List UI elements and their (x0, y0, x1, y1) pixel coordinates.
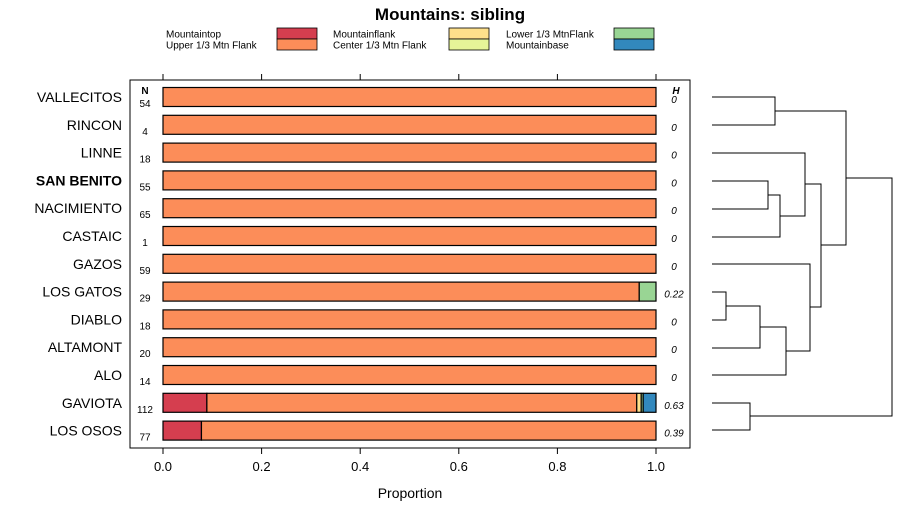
dendro-vallecitos-rincon (712, 96, 776, 126)
legend-label-center-1-3-mtn-flank: Center 1/3 Mtn Flank (333, 41, 427, 52)
n-value-gaviota: 112 (137, 405, 153, 416)
dendro-gaviota-losos (712, 402, 751, 431)
row-label-nacimiento: NACIMIENTO (34, 200, 122, 216)
row-label-diablo: DIABLO (71, 311, 122, 327)
dendro-root (750, 177, 893, 417)
dendro-sanbenito-nacimiento (712, 180, 769, 210)
x-tick-label: 0.8 (548, 459, 566, 474)
bar-gaviota-mountainflank (636, 392, 642, 413)
legend-swatch-center-1-3-mtn-flank (448, 38, 490, 51)
row-label-rincon: RINCON (67, 117, 122, 133)
legend-swatch-mountainbase (613, 38, 655, 51)
dendro-losgatos-diablo (712, 291, 727, 321)
n-value-alo: 14 (139, 377, 151, 388)
n-value-los-gatos: 29 (139, 294, 151, 305)
n-value-linne: 18 (139, 155, 151, 166)
dendro-upper-cluster (775, 110, 847, 246)
h-value-gaviota: 0.63 (664, 401, 684, 412)
bar-los-gatos-lower-1-3-mtnflank (638, 281, 657, 302)
h-value-rincon: 0 (671, 123, 677, 134)
legend-swatch-mountaintop (276, 27, 318, 40)
n-value-gazos: 59 (139, 266, 151, 277)
legend-swatch-lower-1-3-mtnflank (613, 27, 655, 40)
legend-label-mountaintop: Mountaintop (166, 30, 221, 41)
dendro-mid-cluster (805, 183, 822, 308)
legend-swatch-mountainflank (448, 27, 490, 40)
n-value-rincon: 4 (142, 127, 148, 138)
h-column-header: H (672, 86, 680, 97)
bar-gazos-upper-1-3-mtn-flank (162, 253, 657, 274)
dendro-join-altamont (712, 305, 761, 349)
chart-title: Mountains: sibling (375, 5, 525, 24)
h-value-los-osos: 0.39 (664, 429, 684, 440)
x-tick-label: 0.6 (450, 459, 468, 474)
h-value-san-benito: 0 (671, 178, 677, 189)
bar-los-osos-mountaintop (162, 420, 203, 441)
bar-alo-upper-1-3-mtn-flank (162, 364, 657, 386)
bar-diablo-upper-1-3-mtn-flank (162, 309, 657, 330)
row-label-altamont: ALTAMONT (48, 339, 123, 355)
row-label-linne: LINNE (81, 145, 122, 161)
h-value-gazos: 0 (671, 262, 677, 273)
n-column-header: N (141, 86, 148, 97)
x-tick-label: 0.2 (253, 459, 271, 474)
bar-los-osos-upper-1-3-mtn-flank (200, 420, 657, 441)
h-value-altamont: 0 (671, 345, 677, 356)
h-value-los-gatos: 0.22 (664, 290, 684, 301)
n-value-altamont: 20 (139, 349, 151, 360)
bar-nacimiento-upper-1-3-mtn-flank (162, 198, 657, 219)
dendro-join-gazos (712, 263, 811, 352)
row-label-gaviota: GAVIOTA (62, 395, 123, 411)
x-axis: 0.0 0.2 0.4 0.6 0.8 1.0 (154, 74, 665, 474)
row-label-los-osos: LOS OSOS (50, 423, 122, 439)
bar-gaviota-mountaintop (162, 392, 208, 413)
x-axis-title: Proportion (378, 485, 443, 501)
row-label-los-gatos: LOS GATOS (42, 284, 122, 300)
n-value-diablo: 18 (139, 321, 151, 332)
x-tick-label: 1.0 (647, 459, 665, 474)
bar-san-benito-upper-1-3-mtn-flank (162, 170, 657, 191)
bar-rincon-upper-1-3-mtn-flank (162, 114, 657, 135)
row-label-san-benito: SAN BENITO (36, 172, 122, 188)
n-value-nacimiento: 65 (139, 210, 151, 221)
legend-label-mountainbase: Mountainbase (506, 41, 569, 52)
legend-label-lower-1-3-mtnflank: Lower 1/3 MtnFlank (506, 30, 595, 41)
row-label-vallecitos: VALLECITOS (37, 89, 122, 105)
bar-vallecitos-upper-1-3-mtn-flank (162, 86, 657, 108)
h-value-diablo: 0 (671, 317, 677, 328)
bar-gaviota-mountainbase (642, 392, 657, 413)
n-value-castaic: 1 (142, 238, 148, 249)
dendro-join-alo (712, 326, 787, 376)
n-value-san-benito: 55 (139, 182, 151, 193)
bar-rows: VALLECITOS 54 0 RINCON 4 0 LINNE 18 0 SAN BENITO 5… (34, 86, 684, 444)
n-value-vallecitos: 54 (139, 99, 151, 110)
row-label-gazos: GAZOS (73, 256, 122, 272)
row-label-castaic: CASTAIC (62, 228, 122, 244)
h-value-alo: 0 (671, 373, 677, 384)
x-tick-label: 0.0 (154, 459, 172, 474)
dendro-join-castaic (712, 194, 781, 238)
legend-swatch-upper-1-3-mtn-flank (276, 38, 318, 51)
bar-castaic-upper-1-3-mtn-flank (162, 225, 657, 247)
h-value-nacimiento: 0 (671, 206, 677, 217)
h-value-vallecitos: 0 (671, 95, 677, 106)
n-value-los-osos: 77 (139, 433, 151, 444)
dendrogram (712, 96, 893, 431)
legend-label-mountainflank: Mountainflank (333, 30, 396, 41)
x-tick-label: 0.4 (351, 459, 369, 474)
plot-frame (129, 79, 691, 449)
bar-altamont-upper-1-3-mtn-flank (162, 337, 657, 358)
legend-label-upper-1-3-mtn-flank: Upper 1/3 Mtn Flank (166, 41, 258, 52)
bar-linne-upper-1-3-mtn-flank (162, 142, 657, 163)
h-value-linne: 0 (671, 151, 677, 162)
bar-gaviota-upper-1-3-mtn-flank (206, 392, 638, 413)
dendro-join-linne (712, 152, 806, 217)
row-label-alo: ALO (94, 367, 122, 383)
h-value-castaic: 0 (671, 234, 677, 245)
bar-los-gatos-upper-1-3-mtn-flank (162, 281, 640, 302)
